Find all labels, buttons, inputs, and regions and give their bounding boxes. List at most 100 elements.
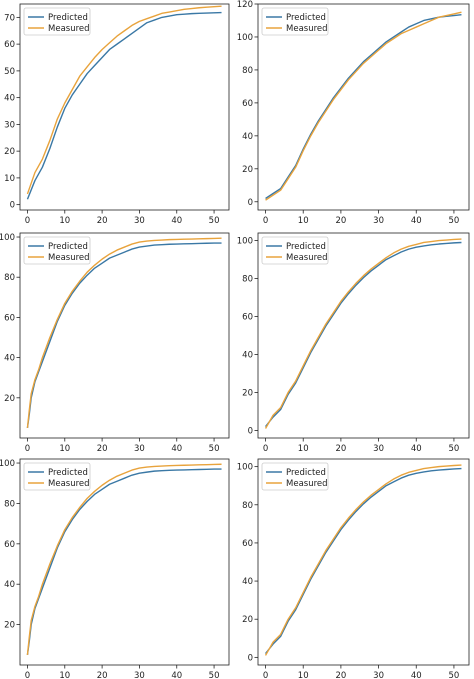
y-tick-label: 0 — [248, 198, 253, 208]
series-line-predicted — [26, 242, 222, 429]
y-tick-label: 100 — [237, 237, 253, 247]
y-tick-label: 30 — [4, 120, 15, 130]
x-tick-label: 10 — [59, 671, 70, 679]
x-tick-label: 20 — [97, 671, 108, 679]
y-tick-label: 60 — [242, 313, 253, 323]
series-line-predicted — [264, 467, 462, 654]
x-tick-label: 30 — [373, 671, 384, 679]
x-tick-label: 30 — [373, 216, 384, 226]
legend-label-measured: Measured — [286, 24, 328, 34]
x-tick-label: 50 — [449, 444, 460, 454]
series-line-measured — [26, 5, 222, 195]
y-tick-label: 20 — [4, 621, 15, 631]
x-tick-label: 50 — [209, 444, 220, 454]
x-tick-label: 10 — [298, 671, 309, 679]
x-tick-label: 20 — [335, 444, 346, 454]
legend-label-predicted: Predicted — [48, 242, 88, 252]
series-line-measured — [265, 11, 462, 201]
legend-label-measured: Measured — [286, 479, 328, 489]
legend-label-predicted: Predicted — [48, 468, 88, 478]
series-line-predicted — [26, 468, 222, 655]
series-line-measured — [26, 237, 222, 429]
x-tick-label: 20 — [335, 216, 346, 226]
y-tick-label: 20 — [242, 615, 253, 625]
y-tick-label: 60 — [4, 40, 15, 50]
y-tick-label: 80 — [242, 275, 253, 285]
y-tick-label: 60 — [4, 540, 15, 550]
x-tick-label: 30 — [134, 444, 145, 454]
plot-frame — [257, 458, 470, 666]
series-line-predicted — [265, 14, 462, 200]
x-tick-label: 0 — [263, 444, 268, 454]
legend-label-predicted: Predicted — [48, 13, 88, 23]
y-tick-label: 80 — [242, 501, 253, 511]
y-tick-label: 80 — [242, 66, 253, 76]
series-line-measured — [264, 464, 462, 656]
plot-frame — [257, 3, 470, 211]
y-tick-label: 50 — [4, 67, 15, 77]
y-tick-label: 40 — [4, 580, 15, 590]
x-tick-label: 10 — [59, 216, 70, 226]
legend-label-predicted: Predicted — [286, 13, 326, 23]
y-tick-label: 70 — [4, 13, 15, 23]
y-tick-label: 20 — [242, 388, 253, 398]
y-tick-label: 120 — [237, 0, 253, 10]
y-tick-label: 40 — [242, 132, 253, 142]
x-tick-label: 0 — [25, 671, 30, 679]
y-tick-label: 20 — [4, 394, 15, 404]
series-line-predicted — [264, 241, 462, 428]
legend-label-measured: Measured — [48, 24, 90, 34]
x-tick-label: 50 — [449, 216, 460, 226]
y-tick-label: 20 — [4, 147, 15, 157]
plot-frame — [257, 232, 470, 439]
y-tick-label: 40 — [242, 577, 253, 587]
y-tick-label: 10 — [4, 174, 15, 184]
y-tick-label: 60 — [242, 99, 253, 109]
y-tick-label: 60 — [4, 313, 15, 323]
legend-label-predicted: Predicted — [286, 242, 326, 252]
chart-panel-1: 0 10 20 30 40 50 0 10 20 30 40 50 60 70 PredictedMeasu… — [4, 3, 230, 226]
y-tick-label: 0 — [248, 426, 253, 436]
x-tick-label: 50 — [209, 216, 220, 226]
chart-panel-2: 0 10 20 30 40 50 0 20 40 60 80 100 120 PredictedMeasu… — [237, 0, 470, 226]
x-tick-label: 40 — [411, 444, 422, 454]
y-tick-label: 0 — [248, 653, 253, 663]
x-tick-label: 20 — [97, 444, 108, 454]
legend-label-measured: Measured — [286, 253, 328, 263]
plot-frame — [19, 3, 230, 211]
plot-frame — [19, 232, 230, 439]
y-tick-label: 0 — [10, 201, 15, 211]
series-line-measured — [264, 238, 462, 429]
x-tick-label: 0 — [263, 671, 268, 679]
x-tick-label: 40 — [171, 216, 182, 226]
x-tick-label: 50 — [209, 671, 220, 679]
x-tick-label: 30 — [134, 671, 145, 679]
y-tick-label: 100 — [237, 33, 253, 43]
x-tick-label: 30 — [134, 216, 145, 226]
x-tick-label: 0 — [25, 444, 30, 454]
series-line-predicted — [26, 11, 222, 200]
plot-frame — [19, 458, 230, 666]
legend-label-predicted: Predicted — [286, 468, 326, 478]
y-tick-label: 100 — [0, 459, 15, 469]
x-tick-label: 0 — [263, 216, 268, 226]
x-tick-label: 40 — [171, 444, 182, 454]
x-tick-label: 20 — [97, 216, 108, 226]
y-tick-label: 40 — [4, 354, 15, 364]
y-tick-label: 100 — [237, 463, 253, 473]
y-tick-label: 40 — [4, 94, 15, 104]
x-tick-label: 10 — [298, 444, 309, 454]
x-tick-label: 10 — [59, 444, 70, 454]
y-tick-label: 80 — [4, 499, 15, 509]
x-tick-label: 10 — [298, 216, 309, 226]
x-tick-label: 40 — [411, 671, 422, 679]
